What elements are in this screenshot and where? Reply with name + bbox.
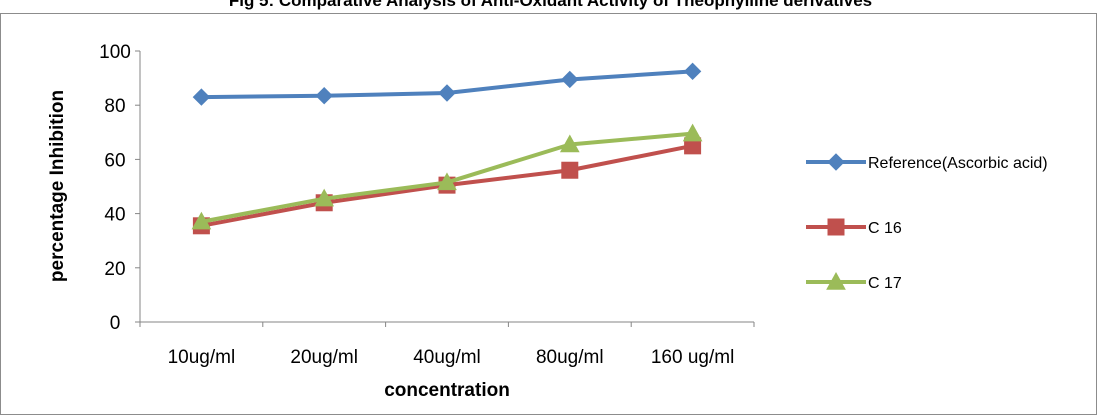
series-3 [191,123,703,230]
y-tick-label: 40 [104,205,125,226]
series-1 [192,62,702,106]
data-point [683,62,702,81]
x-tick-label: 80ug/ml [536,347,604,368]
y-tick-label: 20 [104,259,125,280]
legend-label: C 16 [868,220,902,237]
data-point [559,134,580,153]
x-tick-label: 20ug/ml [290,347,358,368]
y-tick-label: 0 [110,313,121,334]
data-point [682,123,703,142]
data-point [437,172,457,191]
x-axis-title: concentration [384,380,510,401]
x-tick-label: 40ug/ml [413,347,481,368]
data-point [438,84,456,102]
y-tick-label: 100 [99,42,131,63]
legend-label: Reference(Ascorbic acid) [868,155,1048,172]
legend-item: Reference(Ascorbic acid) [806,153,1048,172]
data-point [561,161,579,179]
y-tick-label: 80 [104,96,125,117]
legend-swatch-marker [827,153,845,171]
legend-item: C 16 [806,218,902,237]
x-tick-label: 160 ug/ml [651,347,734,368]
chart-title: Fig 5: Comparative Analysis of Anti-Oxid… [228,0,873,10]
x-tick-labels: 10ug/ml 20ug/ml 40ug/ml 80ug/ml 160 ug/ml [139,322,755,368]
chart-frame [0,13,1097,415]
y-axis-title: percentage Inhibition [47,90,68,282]
legend-item: C 17 [806,271,902,292]
legend-label: C 17 [868,275,902,292]
legend-swatch-marker [826,271,846,290]
legend-swatch-marker [827,218,845,236]
y-tick-labels: 0 20 40 60 80 100 [99,42,140,334]
y-tick-label: 60 [104,150,125,171]
legend: Reference(Ascorbic acid) C 16 C 17 [806,153,1048,292]
series-group [191,62,703,235]
x-tick-label: 10ug/ml [168,347,236,368]
data-point [314,188,335,207]
data-point [191,211,212,230]
data-point [315,87,333,105]
data-point [561,70,579,89]
axes [139,51,754,323]
data-point [192,88,211,106]
